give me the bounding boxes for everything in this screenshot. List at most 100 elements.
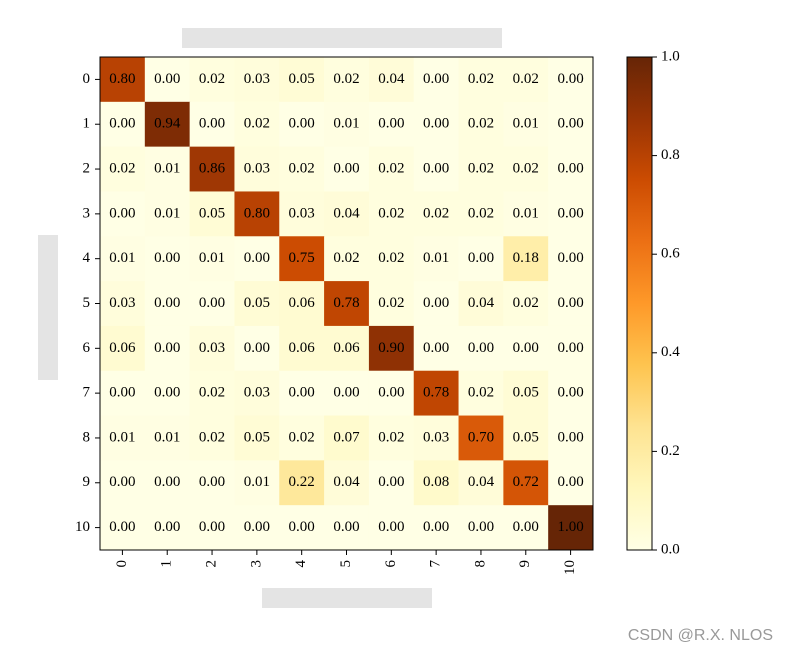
cell-label: 0.00	[557, 429, 583, 445]
y-tick-label: 5	[83, 295, 91, 311]
cell-label: 0.02	[378, 250, 404, 266]
cell	[368, 325, 415, 372]
cell-label: 0.02	[289, 160, 315, 176]
cell	[234, 191, 280, 237]
x-tick-label: 5	[338, 560, 354, 568]
cell-label: 0.00	[557, 250, 583, 266]
cell	[413, 505, 460, 551]
cell-label: 0.07	[333, 429, 360, 445]
cell	[100, 325, 146, 372]
cell	[458, 57, 504, 103]
y-tick-label: 10	[75, 519, 90, 535]
cell	[189, 505, 235, 551]
cell	[548, 370, 594, 417]
cell-label: 0.94	[154, 116, 181, 132]
cell	[100, 146, 146, 192]
cell	[548, 281, 594, 327]
cell	[234, 236, 280, 282]
cell	[368, 191, 415, 237]
cell-label: 0.06	[289, 340, 316, 356]
cell	[324, 101, 370, 148]
cell-label: 0.00	[109, 385, 135, 401]
cell	[368, 57, 415, 103]
cell	[279, 415, 325, 461]
cell-label: 0.05	[244, 429, 270, 445]
cell	[548, 146, 594, 192]
cell-label: 0.02	[244, 116, 270, 132]
cell-label: 0.01	[244, 474, 270, 490]
cell	[100, 460, 146, 506]
cell-label: 0.78	[423, 385, 449, 401]
x-tick-label: 9	[517, 560, 533, 568]
cell	[503, 191, 549, 237]
cell	[234, 146, 280, 192]
cell	[279, 57, 325, 103]
cell	[144, 325, 191, 372]
x-tick-label: 2	[203, 560, 219, 568]
cell-label: 0.00	[557, 385, 583, 401]
cell	[144, 415, 191, 461]
cell-label: 0.03	[289, 205, 315, 221]
cell-label: 0.02	[468, 205, 494, 221]
cell	[234, 101, 280, 148]
cell	[234, 370, 280, 417]
cell-label: 0.02	[513, 295, 539, 311]
cell-label: 0.72	[513, 474, 539, 490]
cell-label: 0.00	[557, 116, 583, 132]
cell-label: 0.04	[333, 474, 360, 490]
cell	[458, 325, 504, 372]
cell-label: 0.00	[378, 519, 404, 535]
cell-label: 0.05	[244, 295, 270, 311]
y-tick-label: 0	[83, 71, 91, 87]
cell-label: 0.03	[109, 295, 135, 311]
colorbar-tick-label: 0.0	[661, 541, 680, 557]
cell-label: 0.00	[109, 519, 135, 535]
cell	[279, 146, 325, 192]
cell-label: 0.00	[468, 250, 494, 266]
cell	[413, 460, 460, 506]
cell	[368, 370, 415, 417]
cell-label: 0.00	[199, 519, 225, 535]
cell-label: 0.06	[109, 340, 136, 356]
cell	[458, 191, 504, 237]
y-tick-label: 3	[83, 205, 91, 221]
cell-label: 0.00	[244, 250, 270, 266]
cell-label: 0.00	[199, 116, 225, 132]
cell	[324, 505, 370, 551]
cell-label: 0.00	[289, 116, 315, 132]
cell-label: 0.02	[423, 205, 449, 221]
cell-label: 0.02	[468, 116, 494, 132]
cell-label: 0.70	[468, 429, 494, 445]
cell-label: 0.00	[289, 519, 315, 535]
cell-label: 0.00	[513, 519, 539, 535]
cell	[189, 236, 235, 282]
cell-label: 0.86	[199, 160, 226, 176]
cell-label: 0.78	[333, 295, 359, 311]
cell-label: 0.00	[557, 205, 583, 221]
cell-label: 1.00	[557, 519, 583, 535]
cell	[413, 236, 460, 282]
cell	[144, 460, 191, 506]
cell-label: 0.02	[468, 71, 494, 87]
colorbar-tick-label: 0.4	[661, 344, 680, 360]
cell-label: 0.02	[333, 250, 359, 266]
cell	[413, 57, 460, 103]
cell-label: 0.00	[199, 295, 225, 311]
y-tick-label: 4	[83, 250, 91, 266]
cell	[189, 325, 235, 372]
cell-label: 0.00	[378, 116, 404, 132]
cell	[413, 281, 460, 327]
cell-label: 0.00	[423, 519, 449, 535]
cell-label: 0.00	[154, 519, 180, 535]
cell	[413, 101, 460, 148]
x-tick-label: 6	[383, 560, 399, 568]
cell	[279, 281, 325, 327]
cell	[100, 101, 146, 148]
x-tick-label: 7	[428, 560, 444, 568]
cell-label: 0.00	[423, 295, 449, 311]
cell	[234, 281, 280, 327]
cell	[458, 415, 504, 461]
cell-label: 0.01	[513, 116, 539, 132]
cell-label: 0.00	[109, 116, 135, 132]
cell-label: 0.02	[378, 295, 404, 311]
